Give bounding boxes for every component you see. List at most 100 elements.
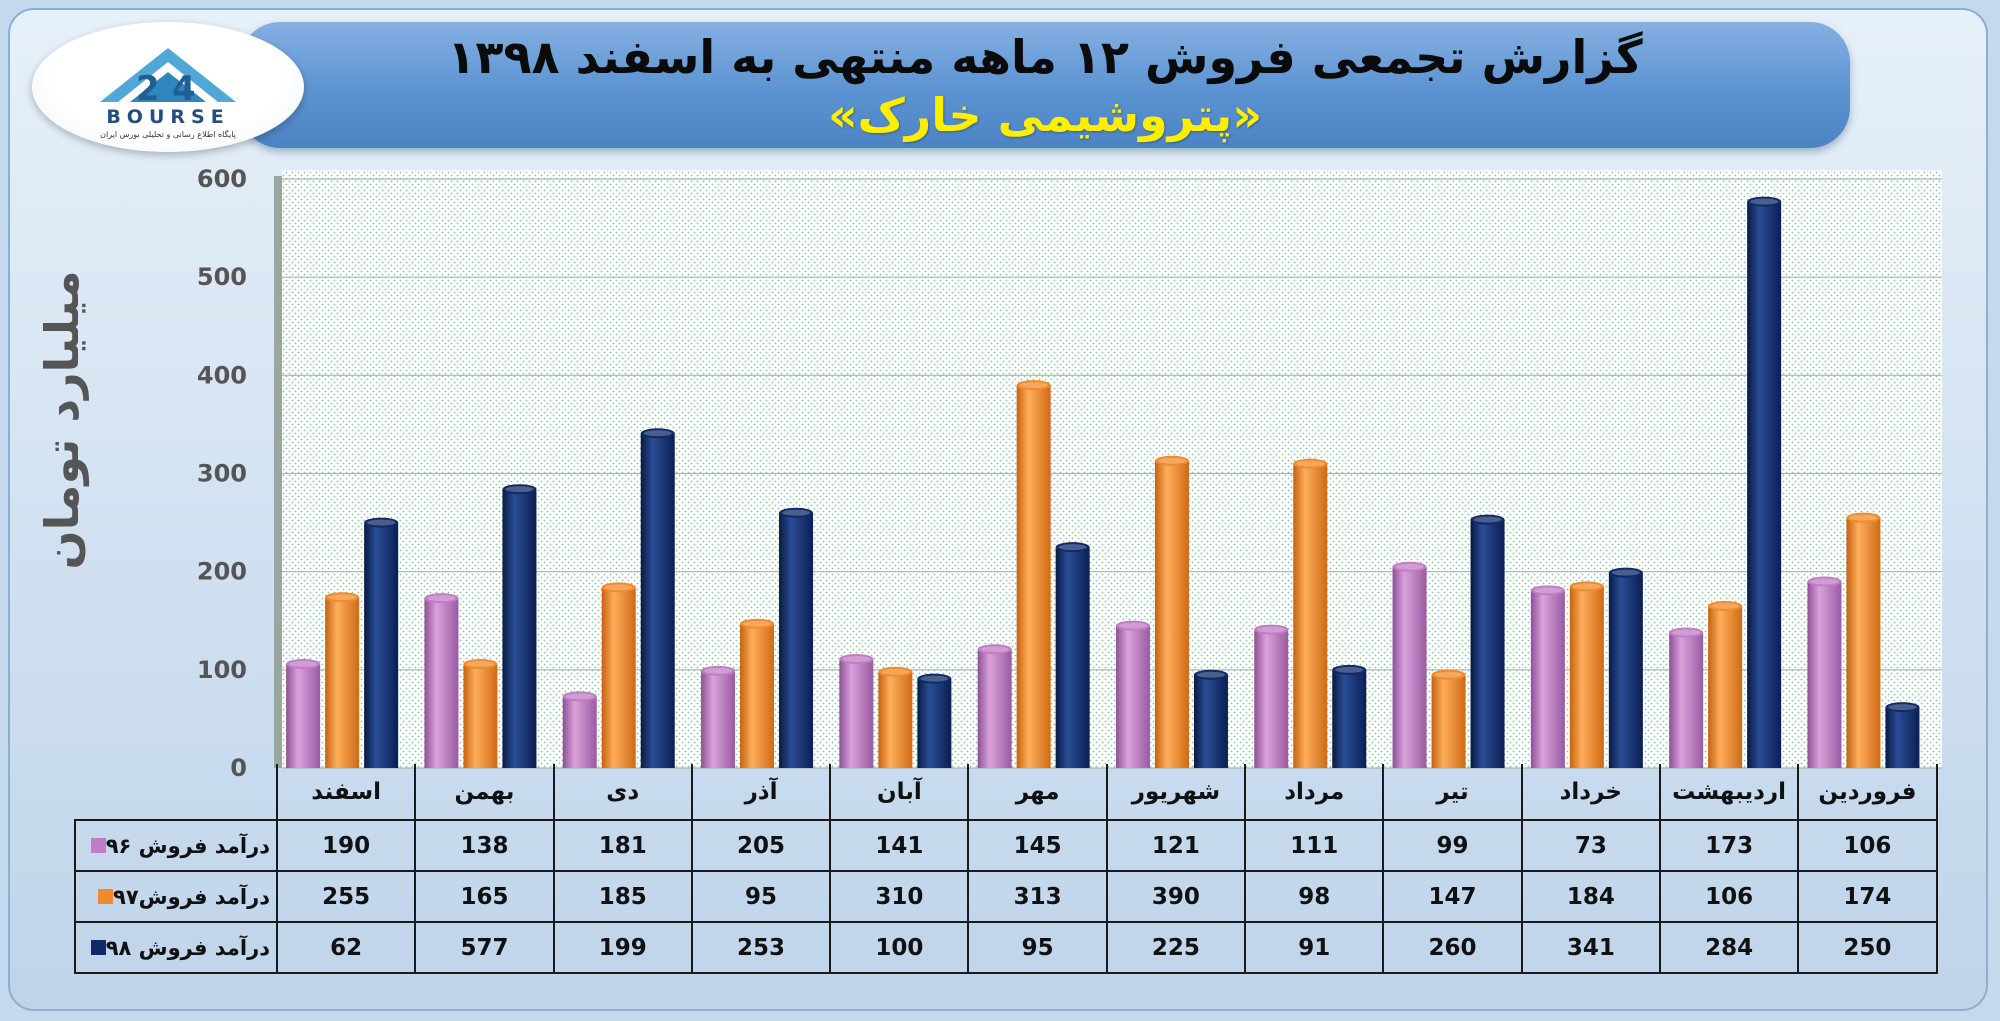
legend-label: درآمد فروش ۹۶ (105, 833, 270, 858)
bar (779, 507, 814, 768)
data-label: 147 (1382, 870, 1523, 923)
data-label: 95 (967, 921, 1108, 974)
y-tick-label: 0 (230, 754, 247, 782)
bar (1154, 455, 1189, 768)
bar (1569, 581, 1604, 768)
data-label: 577 (414, 921, 555, 974)
legend-swatch (98, 888, 113, 904)
data-label: 165 (414, 870, 555, 923)
bar (562, 691, 597, 768)
data-label: 199 (552, 921, 693, 974)
x-tick-label: مهر (967, 764, 1108, 821)
data-label: 184 (1520, 870, 1661, 923)
bar (839, 654, 874, 768)
table-row: درآمد فروش ۹۶ 190 138 181 205 141 145 121 111 99 7… (74, 819, 1938, 872)
x-tick-label: دی (552, 764, 693, 821)
data-label: 145 (967, 819, 1108, 872)
legend-swatch (90, 939, 106, 955)
bar (1392, 561, 1427, 768)
data-label: 253 (690, 921, 832, 974)
bar (463, 658, 498, 768)
bar (640, 428, 675, 768)
legend-entry: درآمد فروش ۹۸ (74, 921, 278, 974)
data-label: 99 (1382, 819, 1523, 872)
bar (1708, 601, 1743, 768)
chart-subtitle: «پتروشیمی خارک» (827, 88, 1263, 142)
y-tick-label: 600 (197, 165, 247, 193)
chart-title: گزارش تجمعی فروش ۱۲ ماهه منتهی به اسفند … (447, 30, 1643, 84)
x-tick-label: اردیبهشت (1658, 764, 1800, 821)
data-label: 205 (690, 819, 832, 872)
bar (1885, 702, 1920, 768)
data-label: 310 (829, 870, 970, 923)
title-banner: گزارش تجمعی فروش ۱۲ ماهه منتهی به اسفند … (240, 22, 1850, 148)
bar (878, 666, 913, 768)
y-tick-label: 500 (197, 263, 247, 291)
bar (740, 618, 775, 768)
svg-text:2: 2 (136, 69, 160, 109)
plot-side-wall (274, 176, 282, 768)
logo-mark-icon: 2 4 (100, 48, 236, 109)
x-tick-label: آبان (829, 764, 970, 821)
bar (1846, 512, 1881, 768)
data-label: 98 (1244, 870, 1385, 923)
bar (977, 644, 1012, 768)
bar (917, 673, 952, 768)
data-label: 225 (1105, 921, 1247, 974)
data-label: 95 (690, 870, 832, 923)
data-label: 106 (1658, 870, 1800, 923)
data-label: 141 (829, 819, 970, 872)
data-label: 190 (275, 819, 417, 872)
data-label: 138 (414, 819, 555, 872)
data-label: 284 (1658, 921, 1800, 974)
y-tick-label: 400 (197, 361, 247, 389)
bar (1193, 669, 1228, 768)
data-label: 106 (1797, 819, 1938, 872)
data-label: 341 (1520, 921, 1661, 974)
x-tick-label: بهمن (414, 764, 555, 821)
data-label: 313 (967, 870, 1108, 923)
bar (1608, 567, 1643, 768)
bourse24-logo: 2 4 BOURSE پایگاه اطلاع رسانی و تحلیلی ب… (32, 22, 304, 152)
data-label: 390 (1105, 870, 1247, 923)
legend-label: درآمد فروش ۹۸ (105, 935, 270, 960)
bar (1293, 458, 1328, 768)
data-label: 185 (552, 870, 693, 923)
legend-entry: درآمد فروش۹۷ (74, 870, 278, 923)
data-label: 73 (1520, 819, 1661, 872)
data-label: 174 (1797, 870, 1938, 923)
x-tick-label: شهریور (1105, 764, 1247, 821)
x-tick-label: مرداد (1244, 764, 1385, 821)
plot-area (282, 170, 1942, 768)
data-label: 250 (1797, 921, 1938, 974)
x-tick-label: اسفند (275, 764, 417, 821)
bar (1016, 380, 1051, 768)
logo-wordmark: BOURSE (106, 106, 230, 128)
bar (1332, 664, 1367, 768)
data-label: 121 (1105, 819, 1247, 872)
bar (502, 484, 537, 768)
table-row: درآمد فروش ۹۸ 62 577 199 253 100 95 225 91 260 341… (74, 921, 1938, 974)
bar (1055, 542, 1090, 768)
x-tick-label: خرداد (1520, 764, 1661, 821)
bar (1115, 620, 1150, 768)
data-label: 255 (275, 870, 417, 923)
table-row: درآمد فروش۹۷ 255 165 185 95 310 313 390 98 147 184… (74, 870, 1938, 923)
svg-text:4: 4 (172, 69, 196, 109)
legend-label: درآمد فروش۹۷ (113, 884, 270, 909)
data-label: 111 (1244, 819, 1385, 872)
bar (1747, 196, 1782, 768)
x-tick-label: آذر (690, 764, 832, 821)
table-corner (75, 764, 277, 820)
bar (325, 592, 360, 768)
bar (701, 665, 736, 768)
bar (1807, 576, 1842, 768)
data-table: اسفند بهمن دی آذر آبان مهر شهریور مرداد تیر خرداد… (74, 764, 1938, 974)
bar (1431, 669, 1466, 768)
x-tick-label: فروردین (1797, 764, 1938, 821)
data-label: 62 (275, 921, 417, 974)
x-tick-label: تیر (1382, 764, 1523, 821)
bar (1530, 585, 1565, 768)
data-label: 91 (1244, 921, 1385, 974)
